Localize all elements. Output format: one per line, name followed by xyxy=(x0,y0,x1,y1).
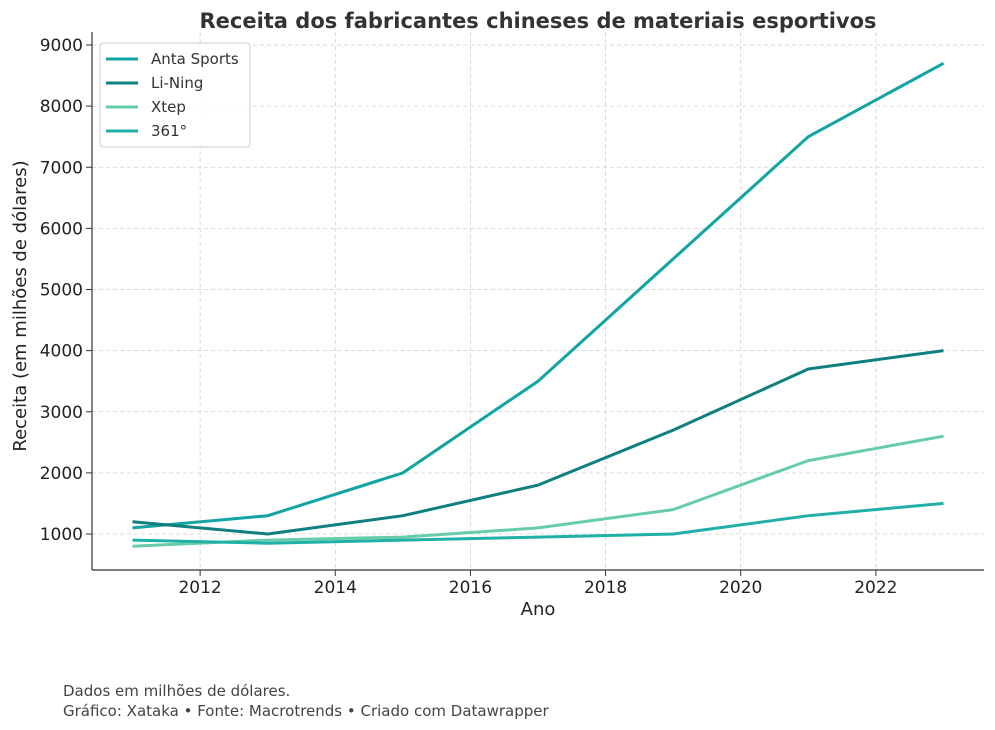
legend-label: 361° xyxy=(151,122,187,140)
y-tick-label: 8000 xyxy=(40,97,83,117)
x-tick-label: 2020 xyxy=(719,578,762,598)
y-tick-label: 5000 xyxy=(40,281,83,301)
y-tick-label: 1000 xyxy=(40,525,83,545)
x-tick-label: 2018 xyxy=(584,578,627,598)
legend-label: Xtep xyxy=(151,98,186,116)
series-line-1 xyxy=(132,349,944,536)
axes: 1000 2000 3000 4000 5000 6000 7000 8000 9000 2012… xyxy=(40,32,984,598)
x-tick-label: 2012 xyxy=(178,578,221,598)
line-chart: Receita dos fabricantes chineses de mate… xyxy=(10,9,984,620)
x-tick-label: 2016 xyxy=(449,578,492,598)
y-tick-label: 4000 xyxy=(40,342,83,362)
series-line-2 xyxy=(132,434,944,548)
chart-title: Receita dos fabricantes chineses de mate… xyxy=(199,9,876,33)
y-tick-label: 9000 xyxy=(40,36,83,56)
y-tick-label: 3000 xyxy=(40,403,83,423)
series-lines xyxy=(132,61,945,548)
footer: Dados em milhões de dólares. Gráfico: Xa… xyxy=(63,681,549,721)
x-axis-label: Ano xyxy=(521,599,556,620)
y-axis-label: Receita (em milhões de dólares) xyxy=(10,160,31,451)
footer-note: Dados em milhões de dólares. xyxy=(63,682,291,700)
footer-credits: Gráfico: Xataka • Fonte: Macrotrends • C… xyxy=(63,702,549,720)
y-tick-label: 2000 xyxy=(40,464,83,484)
legend-label: Anta Sports xyxy=(151,50,239,68)
y-tick-label: 7000 xyxy=(40,158,83,178)
legend-box xyxy=(99,42,251,148)
x-tick-label: 2022 xyxy=(854,578,897,598)
y-tick-label: 6000 xyxy=(40,219,83,239)
series-line-3 xyxy=(132,501,944,545)
series-line-0 xyxy=(132,61,945,530)
legend-label: Li-Ning xyxy=(151,74,203,92)
x-tick-label: 2014 xyxy=(314,578,357,598)
legend: Anta Sports Li-Ning Xtep 361° xyxy=(99,42,251,148)
